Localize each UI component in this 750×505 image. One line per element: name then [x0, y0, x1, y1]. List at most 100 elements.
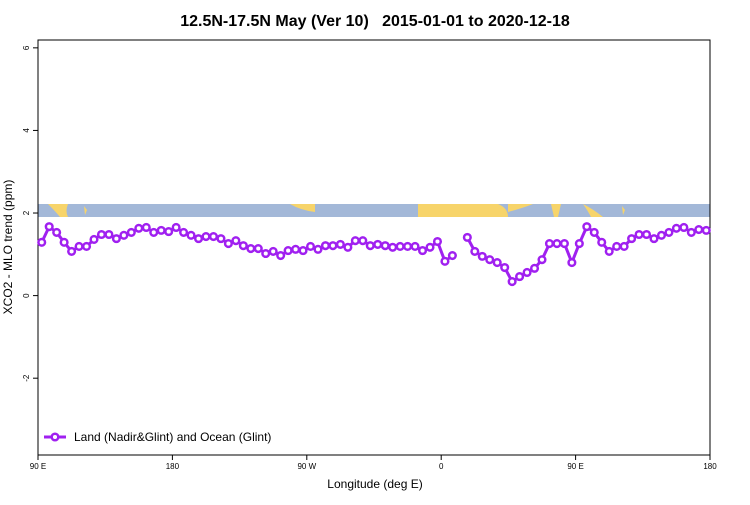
data-point: [544, 239, 555, 249]
data-point: [641, 229, 652, 240]
x-tick-label: 90 W: [297, 462, 316, 471]
data-point: [597, 237, 607, 247]
x-axis-label: Longitude (deg E): [327, 477, 422, 491]
data-point: [447, 251, 457, 261]
data-point: [567, 258, 577, 268]
data-point: [111, 234, 121, 244]
data-point: [126, 227, 136, 237]
data-point: [193, 234, 204, 244]
y-tick-label: 2: [22, 210, 31, 215]
data-point: [149, 227, 159, 237]
data-point: [358, 236, 368, 246]
map-strip: [38, 204, 710, 217]
data-point: [582, 222, 592, 232]
data-point: [440, 256, 450, 266]
x-tick-label: 180: [166, 462, 180, 471]
data-point: [679, 222, 689, 233]
data-point: [283, 246, 293, 256]
data-point: [238, 241, 248, 251]
data-point: [156, 225, 166, 235]
data-point: [52, 227, 62, 237]
data-point: [268, 246, 278, 256]
x-tick-label: 90 E: [30, 462, 46, 471]
data-point: [537, 255, 547, 265]
y-tick-label: 4: [22, 128, 31, 133]
data-point: [186, 230, 196, 240]
data-point: [171, 222, 181, 233]
x-tick-label: 0: [439, 462, 444, 471]
data-point: [410, 241, 420, 252]
data-point: [328, 241, 338, 251]
data-point: [701, 225, 711, 235]
data-point: [119, 230, 129, 240]
data-point: [104, 229, 114, 240]
data-point: [403, 241, 413, 252]
legend-label: Land (Nadir&Glint) and Ocean (Glint): [74, 430, 271, 444]
data-point: [500, 262, 510, 273]
legend-marker: [50, 432, 60, 442]
data-point: [320, 241, 331, 251]
data-point: [96, 229, 107, 240]
data-point: [44, 222, 54, 232]
data-point: [417, 246, 428, 256]
data-point: [619, 241, 629, 252]
data-point: [432, 236, 443, 247]
data-point: [81, 241, 92, 252]
data-point: [694, 224, 704, 235]
data-point: [164, 227, 174, 237]
x-tick-label: 90 E: [567, 462, 583, 471]
data-point: [559, 239, 569, 249]
data-point: [425, 242, 435, 252]
data-point: [574, 239, 584, 249]
data-point: [67, 246, 77, 256]
y-tick-label: -2: [22, 374, 31, 382]
data-point: [686, 227, 696, 237]
y-axis-label: XCO2 - MLO trend (ppm): [1, 180, 15, 315]
data-point: [552, 239, 562, 249]
data-point: [305, 241, 316, 252]
data-point: [350, 236, 360, 246]
data-point: [343, 242, 353, 252]
data-point: [656, 230, 667, 240]
chart-title: 12.5N-17.5N May (Ver 10) 2015-01-01 to 2…: [180, 13, 570, 30]
data-point: [395, 241, 405, 252]
data-point: [589, 227, 599, 237]
data-point: [134, 223, 144, 233]
data-point: [223, 239, 233, 249]
data-point: [388, 242, 398, 252]
data-point: [612, 241, 622, 252]
data-point: [231, 236, 241, 246]
y-tick-label: 6: [22, 45, 31, 50]
data-point: [604, 246, 614, 256]
data-point: [59, 237, 69, 247]
data-point: [515, 272, 525, 282]
data-point: [201, 232, 211, 242]
data-point: [380, 241, 390, 251]
data-point: [477, 251, 487, 261]
data-point: [671, 223, 681, 233]
data-point: [664, 227, 674, 237]
data-point: [179, 227, 189, 237]
data-point: [313, 244, 323, 254]
data-point: [261, 248, 271, 259]
data-point: [298, 246, 308, 256]
y-tick-label: 0: [22, 293, 31, 298]
data-point: [492, 258, 502, 268]
data-point: [74, 241, 84, 252]
data-point: [485, 255, 495, 265]
data-point: [470, 246, 480, 256]
data-point: [141, 222, 151, 233]
data-point: [373, 239, 383, 249]
data-point: [335, 239, 345, 249]
data-point: [216, 234, 226, 244]
x-tick-label: 180: [703, 462, 717, 471]
data-point: [529, 263, 540, 273]
data-point: [208, 232, 219, 242]
data-point: [276, 251, 286, 261]
data-point: [507, 277, 517, 287]
data-point: [462, 232, 472, 242]
data-point: [37, 237, 47, 247]
data-point: [291, 244, 301, 254]
data-point: [522, 267, 532, 278]
